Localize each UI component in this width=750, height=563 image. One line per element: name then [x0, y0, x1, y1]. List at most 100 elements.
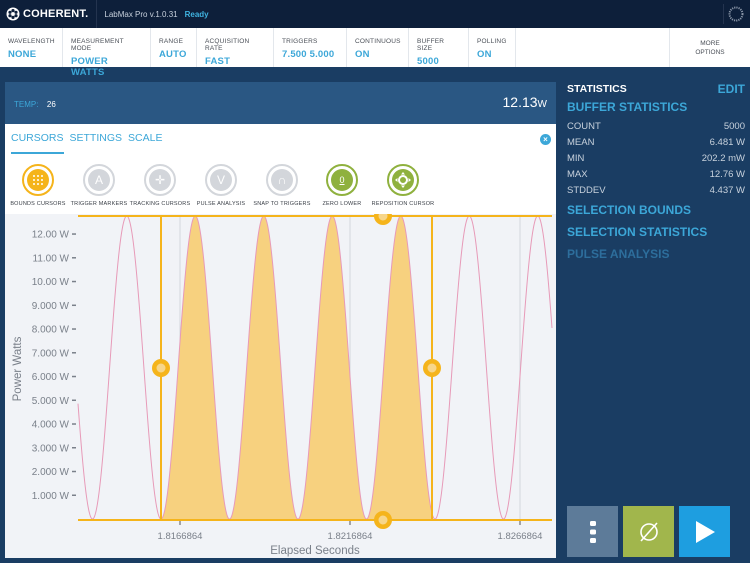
setting-continuous[interactable]: CONTINUOUS ON — [347, 28, 409, 67]
stat-value: 4.437 W — [709, 185, 745, 196]
setting-measurement-mode[interactable]: MEASUREMENT MODE POWER WATTS — [63, 28, 151, 78]
y-tick-label: 3.000 W — [32, 443, 70, 454]
edit-button[interactable]: EDIT — [717, 82, 745, 96]
coherent-logo-icon — [6, 7, 20, 21]
stat-row-count: COUNT 5000 — [567, 119, 745, 135]
tab-scale[interactable]: SCALE — [128, 132, 163, 144]
setting-label: TRIGGERS — [282, 38, 318, 45]
power-unit: W — [537, 99, 547, 110]
stat-row-stddev: STDDEV 4.437 W — [567, 183, 745, 199]
crosshair-dots-icon: ✛ — [144, 164, 176, 196]
y-tick-label: 1.000 W — [32, 491, 70, 502]
tool-bounds-cursors[interactable]: BOUNDS CURSORS — [3, 164, 73, 207]
setting-value: 5000 — [417, 56, 439, 67]
x-axis-label: Elapsed Seconds — [270, 545, 360, 557]
stat-row-mean: MEAN 6.481 W — [567, 135, 745, 151]
settings-spacer — [516, 28, 670, 67]
selection-statistics-header[interactable]: SELECTION STATISTICS — [567, 225, 708, 239]
setting-triggers[interactable]: TRIGGERS 7.500 5.000 — [274, 28, 347, 67]
chart-tabs: CURSORS SETTINGS SCALE — [11, 132, 168, 154]
buffer-statistics-header[interactable]: BUFFER STATISTICS — [567, 100, 688, 114]
power-chart[interactable]: 1.000 W 2.000 W 3.000 W 4.000 W 5.000 W 6.000… — [5, 214, 556, 558]
left-cursor-handle[interactable] — [152, 359, 170, 377]
y-tick-label: 9.000 W — [32, 301, 70, 312]
stat-value: 6.481 W — [709, 137, 745, 148]
setting-value: ON — [477, 49, 492, 60]
live-readout: TEMP: 26 12.13W — [5, 82, 556, 124]
stat-label: MEAN — [567, 137, 595, 148]
tool-reposition-cursor[interactable]: REPOSITION CURSOR — [368, 164, 438, 207]
tool-snap-to-triggers[interactable]: ∩ SNAP TO TRIGGERS — [247, 164, 317, 207]
vertical-dots-icon — [589, 520, 596, 543]
stat-value: 5000 — [723, 121, 745, 132]
move-icon — [387, 164, 419, 196]
stat-label: MIN — [567, 153, 585, 164]
y-tick-label: 7.000 W — [32, 348, 70, 359]
y-tick-label: 10.00 W — [32, 277, 70, 288]
stat-row-max: MAX 12.76 W — [567, 167, 745, 183]
setting-label: WAVELENGTH — [8, 38, 55, 45]
setting-value: POWER WATTS — [71, 56, 108, 78]
tool-trigger-markers[interactable]: A TRIGGER MARKERS — [64, 164, 134, 207]
tool-zero-lower[interactable]: 0 ZERO LOWER — [307, 164, 377, 207]
y-tick-label: 5.000 W — [32, 396, 70, 407]
stat-row-min: MIN 202.2 mW — [567, 151, 745, 167]
chart-plot[interactable]: 1.000 W 2.000 W 3.000 W 4.000 W 5.000 W 6.000… — [5, 214, 556, 558]
setting-label: POLLING — [477, 38, 507, 45]
brand-name: COHERENT. — [23, 8, 89, 20]
stat-value: 12.76 W — [709, 169, 745, 180]
y-axis: 1.000 W 2.000 W 3.000 W 4.000 W 5.000 W 6.000… — [32, 230, 76, 502]
close-icon[interactable]: × — [540, 134, 551, 145]
app-version: LabMax Pro v.1.0.31 — [104, 9, 178, 19]
setting-range[interactable]: RANGE AUTO — [151, 28, 197, 67]
zero-icon: 0 — [326, 164, 358, 196]
y-tick-label: 12.00 W — [32, 230, 70, 241]
stat-label: STDDEV — [567, 185, 606, 196]
statistics-panel: STATISTICS EDIT BUFFER STATISTICS COUNT 5… — [567, 82, 745, 261]
tab-settings[interactable]: SETTINGS — [69, 132, 123, 144]
setting-buffer-size[interactable]: BUFFER SIZE 5000 — [409, 28, 469, 67]
tool-label: BOUNDS CURSORS — [10, 201, 66, 207]
right-cursor-handle[interactable] — [423, 359, 441, 377]
statistics-title: STATISTICS — [567, 83, 627, 95]
letter-a-icon: A — [83, 164, 115, 196]
tool-tracking-cursors[interactable]: ✛ TRACKING CURSORS — [125, 164, 195, 207]
setting-label: MEASUREMENT MODE — [71, 38, 124, 52]
temp-value: 26 — [46, 100, 56, 109]
upper-bound-handle[interactable] — [374, 214, 392, 225]
selection-bounds-header[interactable]: SELECTION BOUNDS — [567, 203, 692, 217]
y-axis-label: Power Watts — [12, 336, 24, 401]
pulse-analysis-header[interactable]: PULSE ANALYSIS — [567, 247, 670, 261]
zero-button[interactable] — [623, 506, 674, 557]
x-tick-label: 1.8216864 — [328, 531, 373, 542]
x-tick-label: 1.8266864 — [498, 531, 543, 542]
connection-status: Ready — [184, 9, 209, 19]
tab-cursors[interactable]: CURSORS — [11, 132, 64, 154]
cursor-tools: BOUNDS CURSORS A TRIGGER MARKERS ✛ TRACK… — [5, 164, 545, 214]
stat-label: COUNT — [567, 121, 601, 132]
setting-value: 7.500 5.000 — [282, 49, 335, 60]
tool-label: PULSE ANALYSIS — [196, 201, 246, 207]
stat-value: 202.2 mW — [701, 153, 745, 164]
setting-wavelength[interactable]: WAVELENGTH NONE — [0, 28, 63, 67]
x-axis: 1.8166864 1.8216864 1.8266864 — [158, 521, 543, 542]
play-button[interactable] — [679, 506, 730, 557]
x-tick-label: 1.8166864 — [158, 531, 203, 542]
power-value: 12.13 — [502, 94, 538, 110]
stat-label: MAX — [567, 169, 588, 180]
null-set-icon — [639, 521, 658, 542]
setting-polling[interactable]: POLLING ON — [469, 28, 516, 67]
grid-icon — [22, 164, 54, 196]
tool-pulse-analysis[interactable]: V PULSE ANALYSIS — [186, 164, 256, 207]
more-options-button[interactable]: MORE OPTIONS — [670, 28, 750, 67]
setting-value: ON — [355, 49, 370, 60]
y-tick-label: 11.00 W — [33, 253, 70, 264]
setting-acquisition-rate[interactable]: ACQUISITION RATE FAST — [197, 28, 274, 67]
selection-fill — [161, 216, 432, 519]
letter-v-icon: V — [205, 164, 237, 196]
lower-bound-handle[interactable] — [374, 511, 392, 529]
setting-label: BUFFER SIZE — [417, 38, 445, 52]
setting-label: CONTINUOUS — [355, 38, 401, 45]
more-actions-button[interactable] — [567, 506, 618, 557]
activity-spinner-icon — [728, 6, 744, 22]
